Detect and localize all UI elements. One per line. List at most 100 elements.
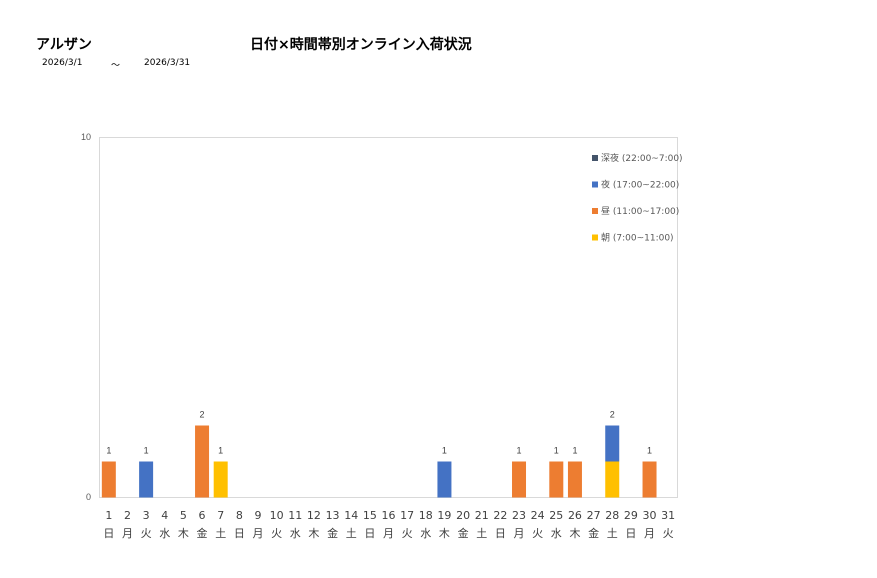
x-tick-day-17: 17: [400, 509, 414, 522]
x-tick-weekday-14: 土: [346, 527, 357, 540]
bar-day-23-series-1: [512, 461, 527, 498]
x-tick-weekday-26: 木: [569, 527, 580, 540]
bar-day-25-series-1: [549, 461, 564, 498]
bar-day-7-series-0: [213, 461, 228, 498]
x-tick-weekday-4: 水: [159, 527, 170, 540]
x-tick-day-2: 2: [124, 509, 131, 522]
x-tick-weekday-7: 土: [215, 527, 226, 540]
x-tick-weekday-12: 木: [308, 527, 319, 540]
x-tick-day-15: 15: [363, 509, 377, 522]
legend-swatch-0: [592, 155, 598, 161]
x-tick-day-14: 14: [344, 509, 358, 522]
x-tick-day-30: 30: [643, 509, 657, 522]
x-tick-day-4: 4: [161, 509, 168, 522]
x-tick-day-1: 1: [105, 509, 112, 522]
x-tick-weekday-17: 火: [402, 527, 413, 540]
x-tick-day-5: 5: [180, 509, 187, 522]
bar-day-6-series-1: [195, 425, 210, 498]
x-tick-day-7: 7: [217, 509, 224, 522]
x-tick-day-29: 29: [624, 509, 638, 522]
x-tick-weekday-22: 日: [495, 527, 506, 540]
x-tick-day-11: 11: [288, 509, 302, 522]
data-label-day-19: 1: [442, 446, 447, 456]
bar-day-3-series-2: [139, 461, 154, 498]
legend-swatch-3: [592, 234, 598, 241]
x-tick-weekday-2: 月: [122, 527, 133, 540]
data-label-day-30: 1: [647, 446, 652, 456]
x-tick-weekday-28: 土: [607, 527, 618, 540]
x-tick-day-9: 9: [254, 509, 261, 522]
x-tick-day-3: 3: [143, 509, 150, 522]
data-label-day-26: 1: [572, 446, 577, 456]
x-tick-weekday-25: 水: [551, 527, 562, 540]
date-separator: ～: [111, 61, 121, 71]
x-tick-weekday-20: 金: [458, 526, 469, 540]
x-tick-weekday-10: 火: [271, 527, 282, 540]
data-label-day-1: 1: [106, 446, 111, 456]
legend-label-0: 深夜 (22:00~7:00): [601, 152, 683, 164]
data-label-day-23: 1: [517, 446, 522, 456]
x-tick-day-13: 13: [326, 509, 340, 522]
x-tick-weekday-21: 土: [476, 527, 487, 540]
x-tick-weekday-18: 水: [420, 527, 431, 540]
end-date: 2026/3/31: [144, 58, 191, 68]
y-tick-label-max: 10: [81, 132, 91, 142]
x-tick-day-20: 20: [456, 509, 470, 522]
legend-label-3: 朝 (7:00~11:00): [601, 233, 674, 244]
x-tick-day-28: 28: [605, 509, 619, 522]
x-tick-day-31: 31: [661, 509, 675, 522]
data-label-day-3: 1: [144, 446, 149, 456]
bars-layer: [101, 425, 657, 498]
legend-swatch-2: [592, 208, 598, 214]
x-tick-weekday-29: 日: [625, 527, 636, 540]
x-tick-weekday-16: 月: [383, 527, 394, 540]
x-tick-day-21: 21: [475, 509, 489, 522]
x-tick-weekday-13: 金: [327, 526, 338, 540]
bar-day-28-series-0: [605, 461, 620, 498]
x-tick-day-19: 19: [437, 509, 451, 522]
x-tick-weekday-27: 金: [588, 526, 599, 540]
legend: 深夜 (22:00~7:00) 夜 (17:00~22:00) 昼 (11:00~1…: [592, 152, 683, 244]
data-label-day-6: 2: [200, 410, 205, 420]
x-tick-day-6: 6: [199, 509, 206, 522]
x-tick-weekday-19: 木: [439, 527, 450, 540]
x-tick-weekday-6: 金: [197, 526, 208, 540]
x-tick-weekday-9: 月: [252, 527, 263, 540]
bar-day-1-series-1: [101, 461, 116, 498]
y-tick-label-min: 0: [86, 492, 91, 502]
x-tick-weekday-24: 火: [532, 527, 543, 540]
plot-area: [99, 137, 678, 498]
x-axis-labels: 1日2月3火4水5木6金7土8日9月10火11水12木13金14土15日16月1…: [103, 509, 675, 540]
x-tick-day-25: 25: [549, 509, 563, 522]
x-tick-day-12: 12: [307, 509, 321, 522]
x-tick-day-23: 23: [512, 509, 526, 522]
x-tick-day-10: 10: [270, 509, 284, 522]
x-tick-weekday-1: 日: [103, 527, 114, 540]
legend-label-2: 昼 (11:00~17:00): [601, 206, 679, 217]
data-label-day-25: 1: [554, 446, 559, 456]
x-tick-day-26: 26: [568, 509, 582, 522]
x-tick-weekday-8: 日: [234, 527, 245, 540]
data-label-day-28: 2: [610, 410, 615, 420]
legend-swatch-1: [592, 181, 598, 188]
x-tick-day-16: 16: [382, 509, 396, 522]
x-tick-weekday-3: 火: [141, 527, 152, 540]
bar-day-30-series-1: [642, 461, 657, 498]
x-tick-weekday-30: 月: [644, 527, 655, 540]
bar-day-28-series-2: [605, 425, 620, 462]
x-tick-day-8: 8: [236, 509, 243, 522]
bar-day-19-series-2: [437, 461, 452, 498]
bar-day-26-series-1: [567, 461, 582, 498]
x-tick-weekday-23: 月: [514, 527, 525, 540]
legend-label-1: 夜 (17:00~22:00): [601, 179, 679, 191]
x-tick-weekday-11: 水: [290, 527, 301, 540]
x-tick-day-27: 27: [587, 509, 601, 522]
x-tick-weekday-5: 木: [178, 527, 189, 540]
page-title: 日付×時間帯別オンライン入荷状況: [250, 37, 472, 53]
start-date: 2026/3/1: [42, 58, 83, 68]
data-labels-layer: 1 1 2 1 1 1 1 1 2 1: [106, 410, 652, 456]
x-tick-day-18: 18: [419, 509, 433, 522]
store-name: アルザン: [36, 37, 92, 53]
x-tick-weekday-15: 日: [364, 527, 375, 540]
